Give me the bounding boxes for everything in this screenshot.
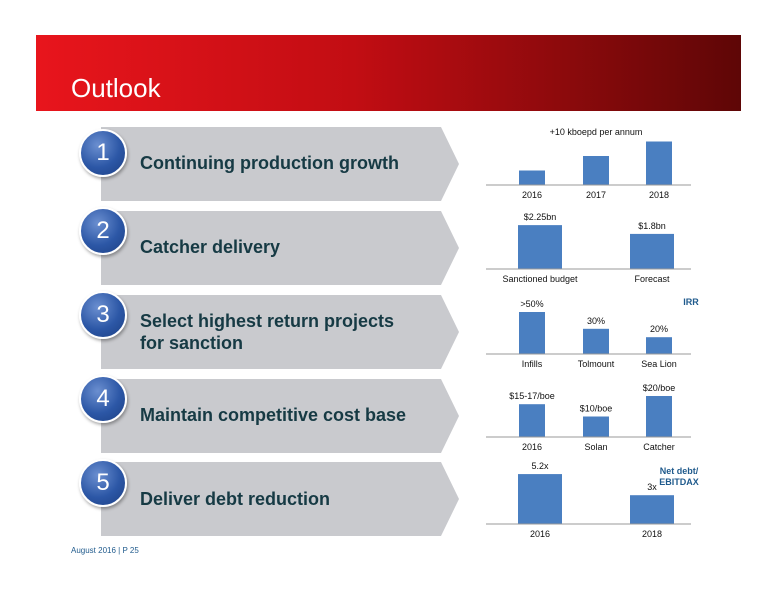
outlook-item-3: 3 Select highest return projects for san…: [79, 291, 459, 369]
category-label: Sanctioned budget: [502, 274, 578, 284]
chart-svg: >50% Infills 30% Tolmount 20% Sea Lion IRR: [486, 297, 699, 369]
bar: [518, 225, 562, 269]
chart-annotation-line-2: EBITDAX: [659, 477, 699, 487]
category-label: 2018: [642, 529, 662, 539]
chart-svg: $15-17/boe 2016 $10/boe Solan $20/boe Catcher: [486, 383, 691, 452]
data-label: $15-17/boe: [509, 391, 555, 401]
data-label: $10/boe: [580, 404, 613, 414]
page-title: Outlook: [71, 73, 161, 103]
bar: [646, 396, 672, 437]
data-label: $20/boe: [643, 383, 676, 393]
bar: [646, 141, 672, 185]
bar: [518, 474, 562, 524]
category-label: 2016: [522, 190, 542, 200]
chart-svg: $2.25bn Sanctioned budget $1.8bn Forecast: [486, 212, 691, 284]
data-label: 30%: [587, 316, 605, 326]
category-label: 2016: [522, 442, 542, 452]
bar: [630, 495, 674, 524]
category-label: Tolmount: [578, 359, 615, 369]
outlook-item-5: 5 Deliver debt reduction: [79, 459, 459, 536]
chart-catcher-cost: $2.25bn Sanctioned budget $1.8bn Forecast: [486, 210, 706, 288]
category-label: Solan: [584, 442, 607, 452]
item-label: Catcher delivery: [140, 237, 281, 257]
title-banner: Outlook: [36, 35, 741, 111]
category-label: 2018: [649, 190, 669, 200]
chart-title: +10 kboepd per annum: [550, 127, 643, 137]
outlook-item-2: 2 Catcher delivery: [79, 207, 459, 285]
chart-svg: 2016 2017 2018 +10 kboepd per annum: [486, 127, 691, 200]
data-label: 5.2x: [531, 461, 549, 471]
bar: [519, 312, 545, 354]
number-badge-icon: 2: [79, 207, 127, 255]
chart-project-irr: >50% Infills 30% Tolmount 20% Sea Lion IRR: [486, 295, 706, 370]
chart-debt: 5.2x 2016 3x 2018 Net debt/EBITDAX: [486, 458, 706, 543]
category-label: 2016: [530, 529, 550, 539]
bar: [519, 404, 545, 437]
item-label: Maintain competitive cost base: [140, 405, 407, 425]
item-label: Select highest return projects for sanct…: [140, 310, 394, 354]
bar: [519, 170, 545, 185]
arrow-banner: [101, 295, 459, 369]
number-badge-icon: 1: [79, 129, 127, 177]
chart-svg: 5.2x 2016 3x 2018 Net debt/EBITDAX: [486, 461, 699, 539]
number-badge-icon: 4: [79, 375, 127, 423]
bar: [583, 416, 609, 437]
number-badge-icon: 3: [79, 291, 127, 339]
chart-annotation-line-1: Net debt/: [660, 466, 699, 476]
item-label-line-1: Select highest return projects: [140, 311, 395, 331]
chart-production-growth: 2016 2017 2018 +10 kboepd per annum: [486, 127, 706, 203]
arrow-banner: [101, 379, 459, 453]
data-label: 3x: [647, 482, 657, 492]
number-badge-icon: 5: [79, 459, 127, 507]
item-label-line-2: for sanction: [140, 333, 244, 353]
outlook-item-4: 4 Maintain competitive cost base: [79, 375, 459, 453]
arrow-banner: [101, 211, 459, 285]
chart-opex: $15-17/boe 2016 $10/boe Solan $20/boe Catcher: [486, 379, 706, 454]
bar: [583, 156, 609, 185]
data-label: $2.25bn: [524, 212, 557, 222]
bar: [583, 328, 609, 354]
outlook-item-1: 1 Continuing production growth: [79, 127, 459, 201]
data-label: $1.8bn: [638, 221, 666, 231]
arrow-banner: [101, 127, 459, 201]
category-label: Forecast: [634, 274, 670, 284]
footer-date-page: August 2016 | P 25: [71, 546, 139, 555]
category-label: Infills: [522, 359, 543, 369]
chart-annotation: IRR: [683, 297, 699, 307]
data-label: >50%: [520, 299, 543, 309]
bar: [630, 233, 674, 269]
data-label: 20%: [650, 324, 668, 334]
bar: [646, 337, 672, 354]
item-label: Continuing production growth: [140, 153, 399, 173]
category-label: Sea Lion: [641, 359, 677, 369]
item-label: Deliver debt reduction: [140, 489, 331, 509]
category-label: 2017: [586, 190, 606, 200]
arrow-banner: [101, 462, 459, 536]
category-label: Catcher: [643, 442, 675, 452]
